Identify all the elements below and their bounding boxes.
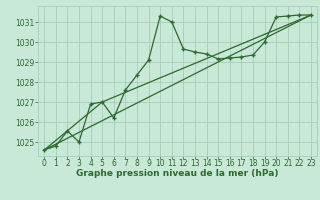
X-axis label: Graphe pression niveau de la mer (hPa): Graphe pression niveau de la mer (hPa) (76, 169, 279, 178)
